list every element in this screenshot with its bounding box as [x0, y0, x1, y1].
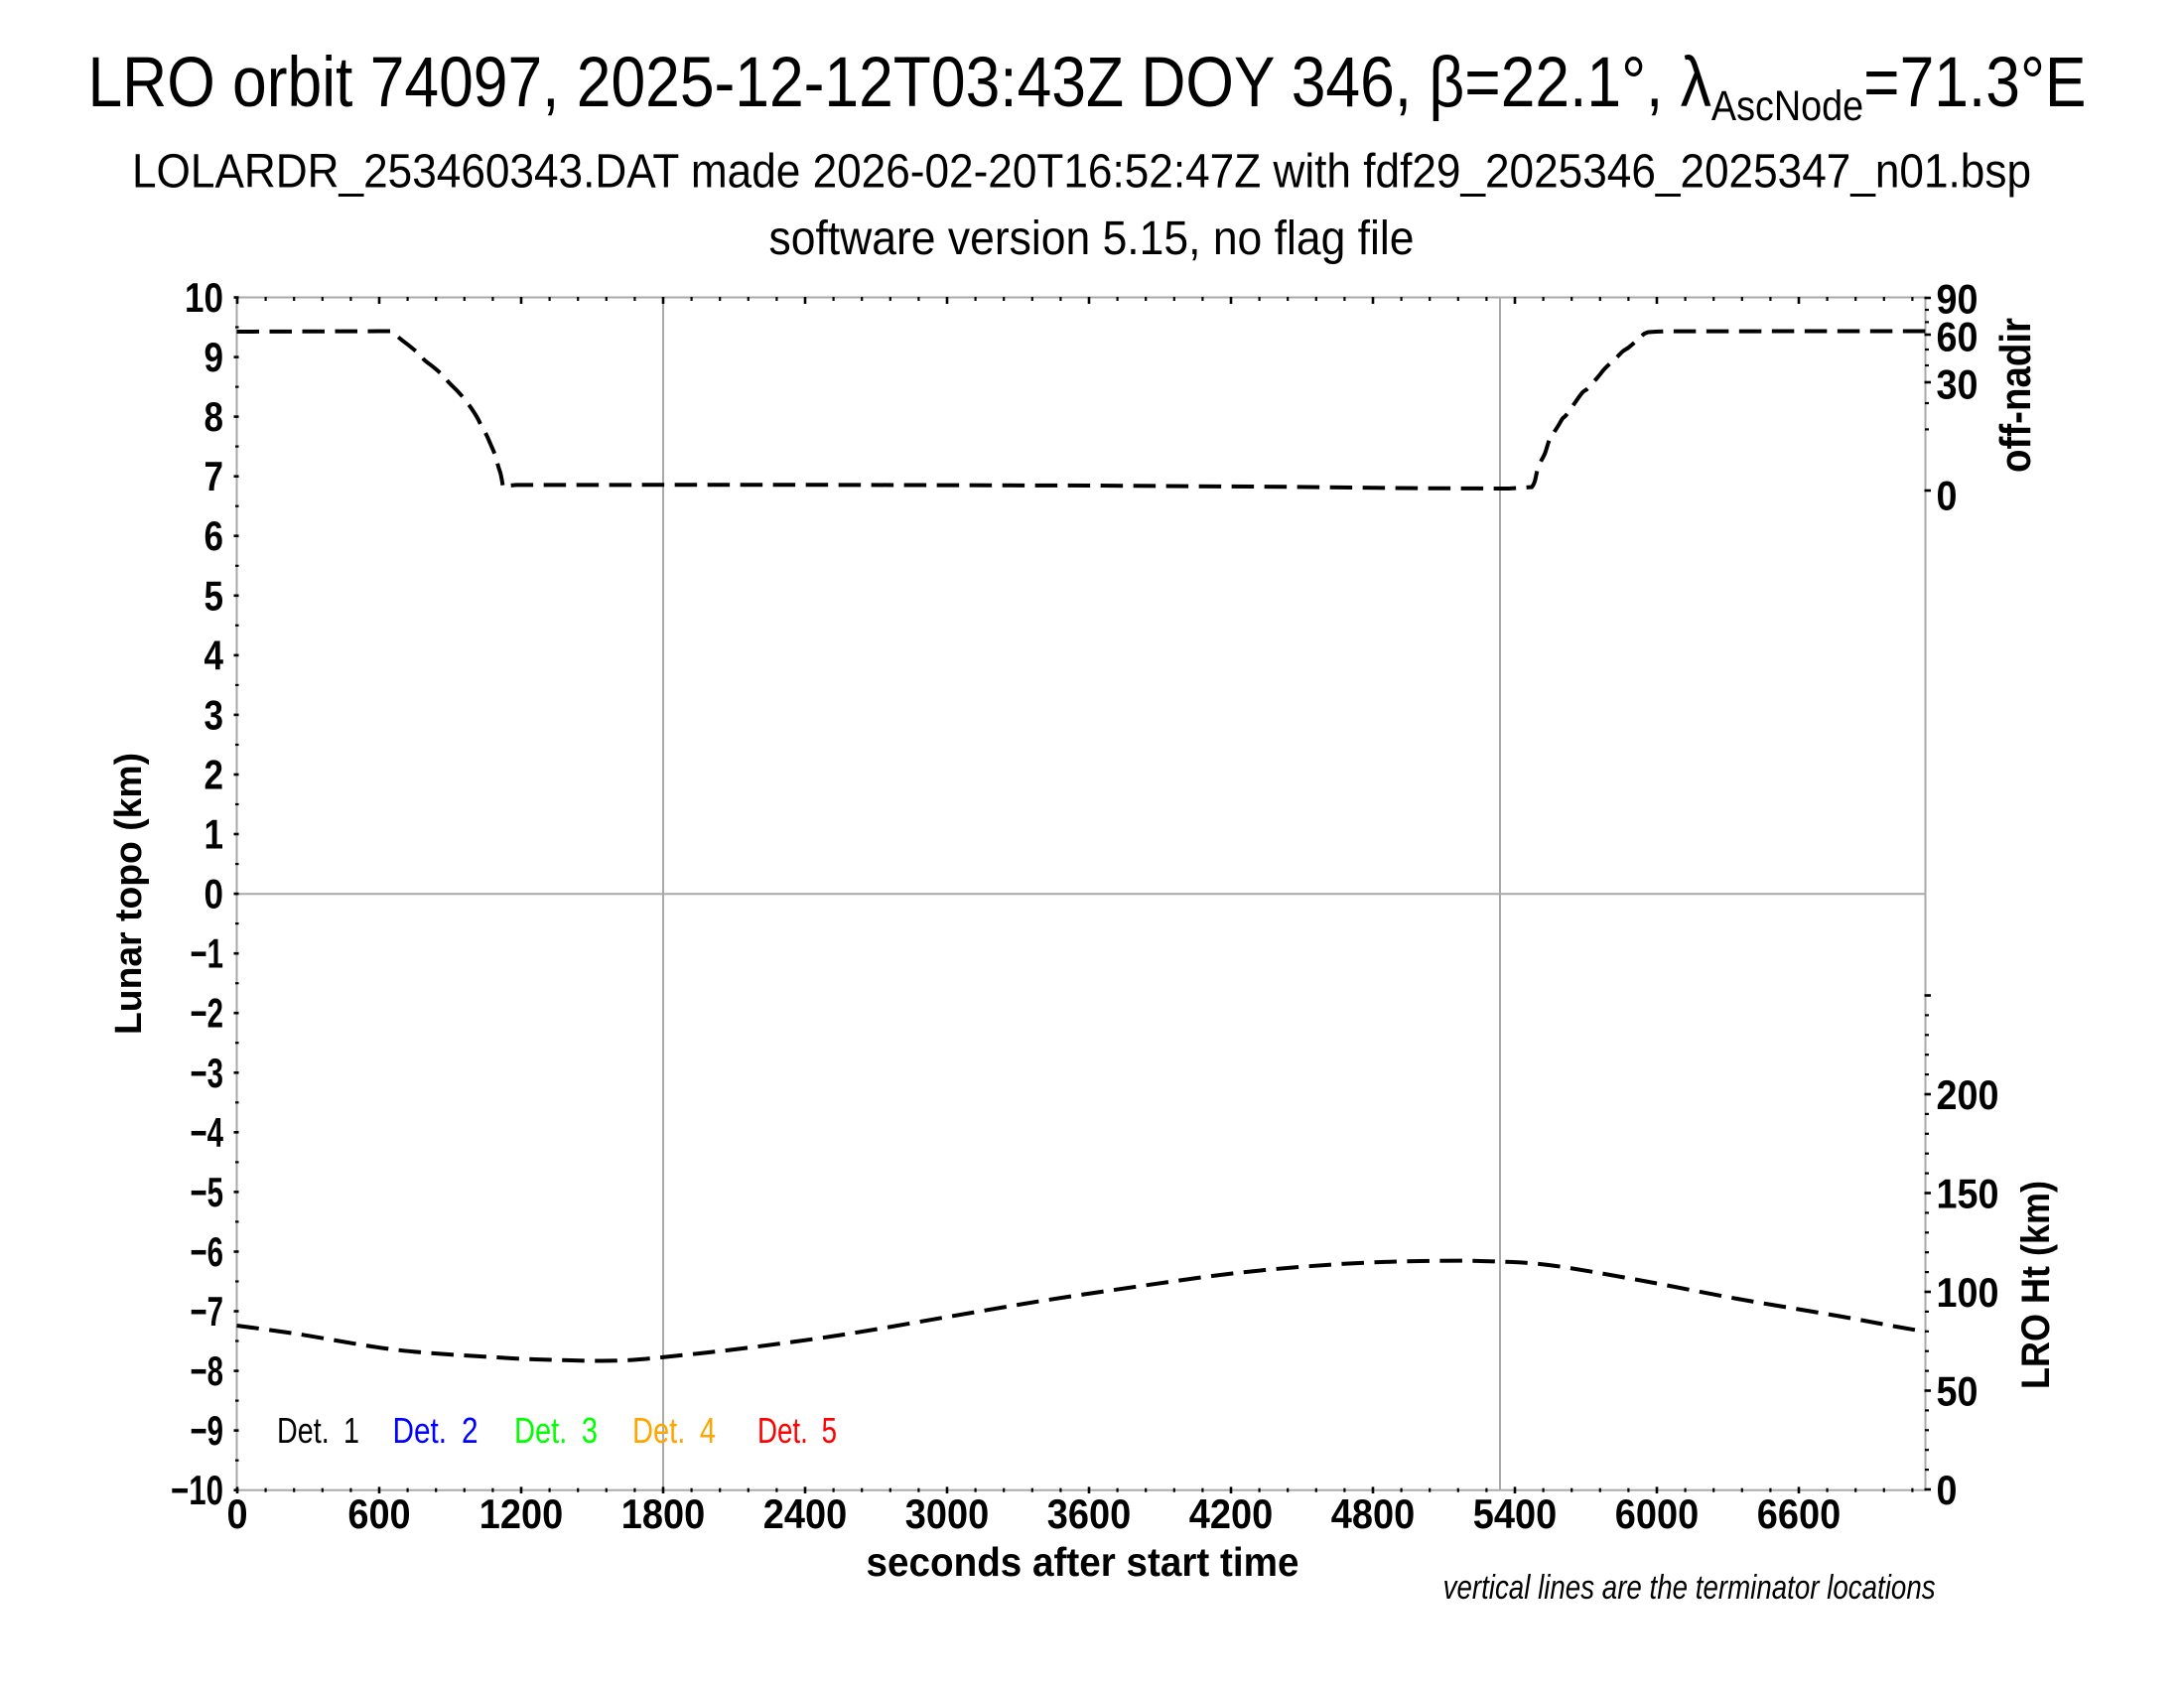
- svg-text:seconds after start time: seconds after start time: [867, 1539, 1299, 1585]
- svg-text:6: 6: [205, 512, 224, 559]
- svg-text:0: 0: [1937, 1467, 1958, 1513]
- svg-text:Det. 5: Det. 5: [757, 1410, 837, 1451]
- svg-text:−4: −4: [191, 1109, 224, 1156]
- svg-text:−10: −10: [171, 1467, 223, 1513]
- svg-text:60: 60: [1937, 314, 1979, 360]
- svg-text:Det. 4: Det. 4: [632, 1410, 716, 1451]
- svg-text:3: 3: [205, 691, 224, 738]
- svg-text:5400: 5400: [1473, 1490, 1557, 1537]
- svg-text:3600: 3600: [1047, 1490, 1131, 1537]
- svg-text:1: 1: [205, 811, 224, 858]
- svg-text:30: 30: [1937, 361, 1979, 408]
- svg-text:−5: −5: [191, 1169, 224, 1215]
- svg-text:2: 2: [205, 752, 224, 798]
- svg-text:7: 7: [205, 453, 224, 499]
- svg-text:8: 8: [205, 393, 224, 440]
- svg-text:9: 9: [205, 334, 224, 380]
- svg-text:−7: −7: [191, 1288, 224, 1335]
- svg-text:LRO Ht (km): LRO Ht (km): [2014, 1181, 2058, 1389]
- svg-text:4: 4: [205, 632, 224, 678]
- svg-text:software version 5.15, no flag: software version 5.15, no flag file: [769, 212, 1415, 265]
- svg-text:−3: −3: [191, 1050, 224, 1096]
- svg-text:Det. 1: Det. 1: [277, 1410, 359, 1451]
- svg-text:−6: −6: [191, 1228, 224, 1275]
- svg-text:0: 0: [226, 1490, 247, 1537]
- svg-text:Lunar topo (km): Lunar topo (km): [108, 753, 150, 1035]
- svg-text:1800: 1800: [621, 1490, 705, 1537]
- svg-text:150: 150: [1937, 1171, 1999, 1217]
- svg-text:LOLARDR_253460343.DAT made 202: LOLARDR_253460343.DAT made 2026-02-20T16…: [132, 146, 2031, 199]
- svg-text:6000: 6000: [1615, 1490, 1699, 1537]
- svg-text:600: 600: [347, 1490, 410, 1537]
- svg-text:0: 0: [205, 871, 224, 917]
- svg-text:4800: 4800: [1331, 1490, 1415, 1537]
- svg-text:200: 200: [1937, 1071, 1999, 1118]
- svg-text:Det. 3: Det. 3: [514, 1410, 598, 1451]
- svg-text:1200: 1200: [479, 1490, 563, 1537]
- svg-text:off-nadir: off-nadir: [1991, 318, 2040, 473]
- svg-text:3000: 3000: [905, 1490, 989, 1537]
- svg-text:−1: −1: [191, 930, 224, 977]
- svg-text:100: 100: [1937, 1269, 1999, 1316]
- svg-text:6600: 6600: [1757, 1490, 1841, 1537]
- svg-text:50: 50: [1937, 1368, 1979, 1415]
- svg-text:4200: 4200: [1189, 1490, 1273, 1537]
- svg-text:Det. 2: Det. 2: [393, 1410, 478, 1451]
- svg-text:5: 5: [205, 572, 224, 619]
- svg-text:−8: −8: [191, 1347, 224, 1394]
- svg-text:−9: −9: [191, 1407, 224, 1454]
- svg-text:vertical lines are the termina: vertical lines are the terminator locati…: [1443, 1569, 1936, 1607]
- svg-text:2400: 2400: [763, 1490, 847, 1537]
- svg-text:0: 0: [1937, 473, 1958, 519]
- svg-text:90: 90: [1937, 276, 1979, 323]
- svg-text:10: 10: [185, 274, 223, 321]
- svg-text:−2: −2: [191, 990, 224, 1037]
